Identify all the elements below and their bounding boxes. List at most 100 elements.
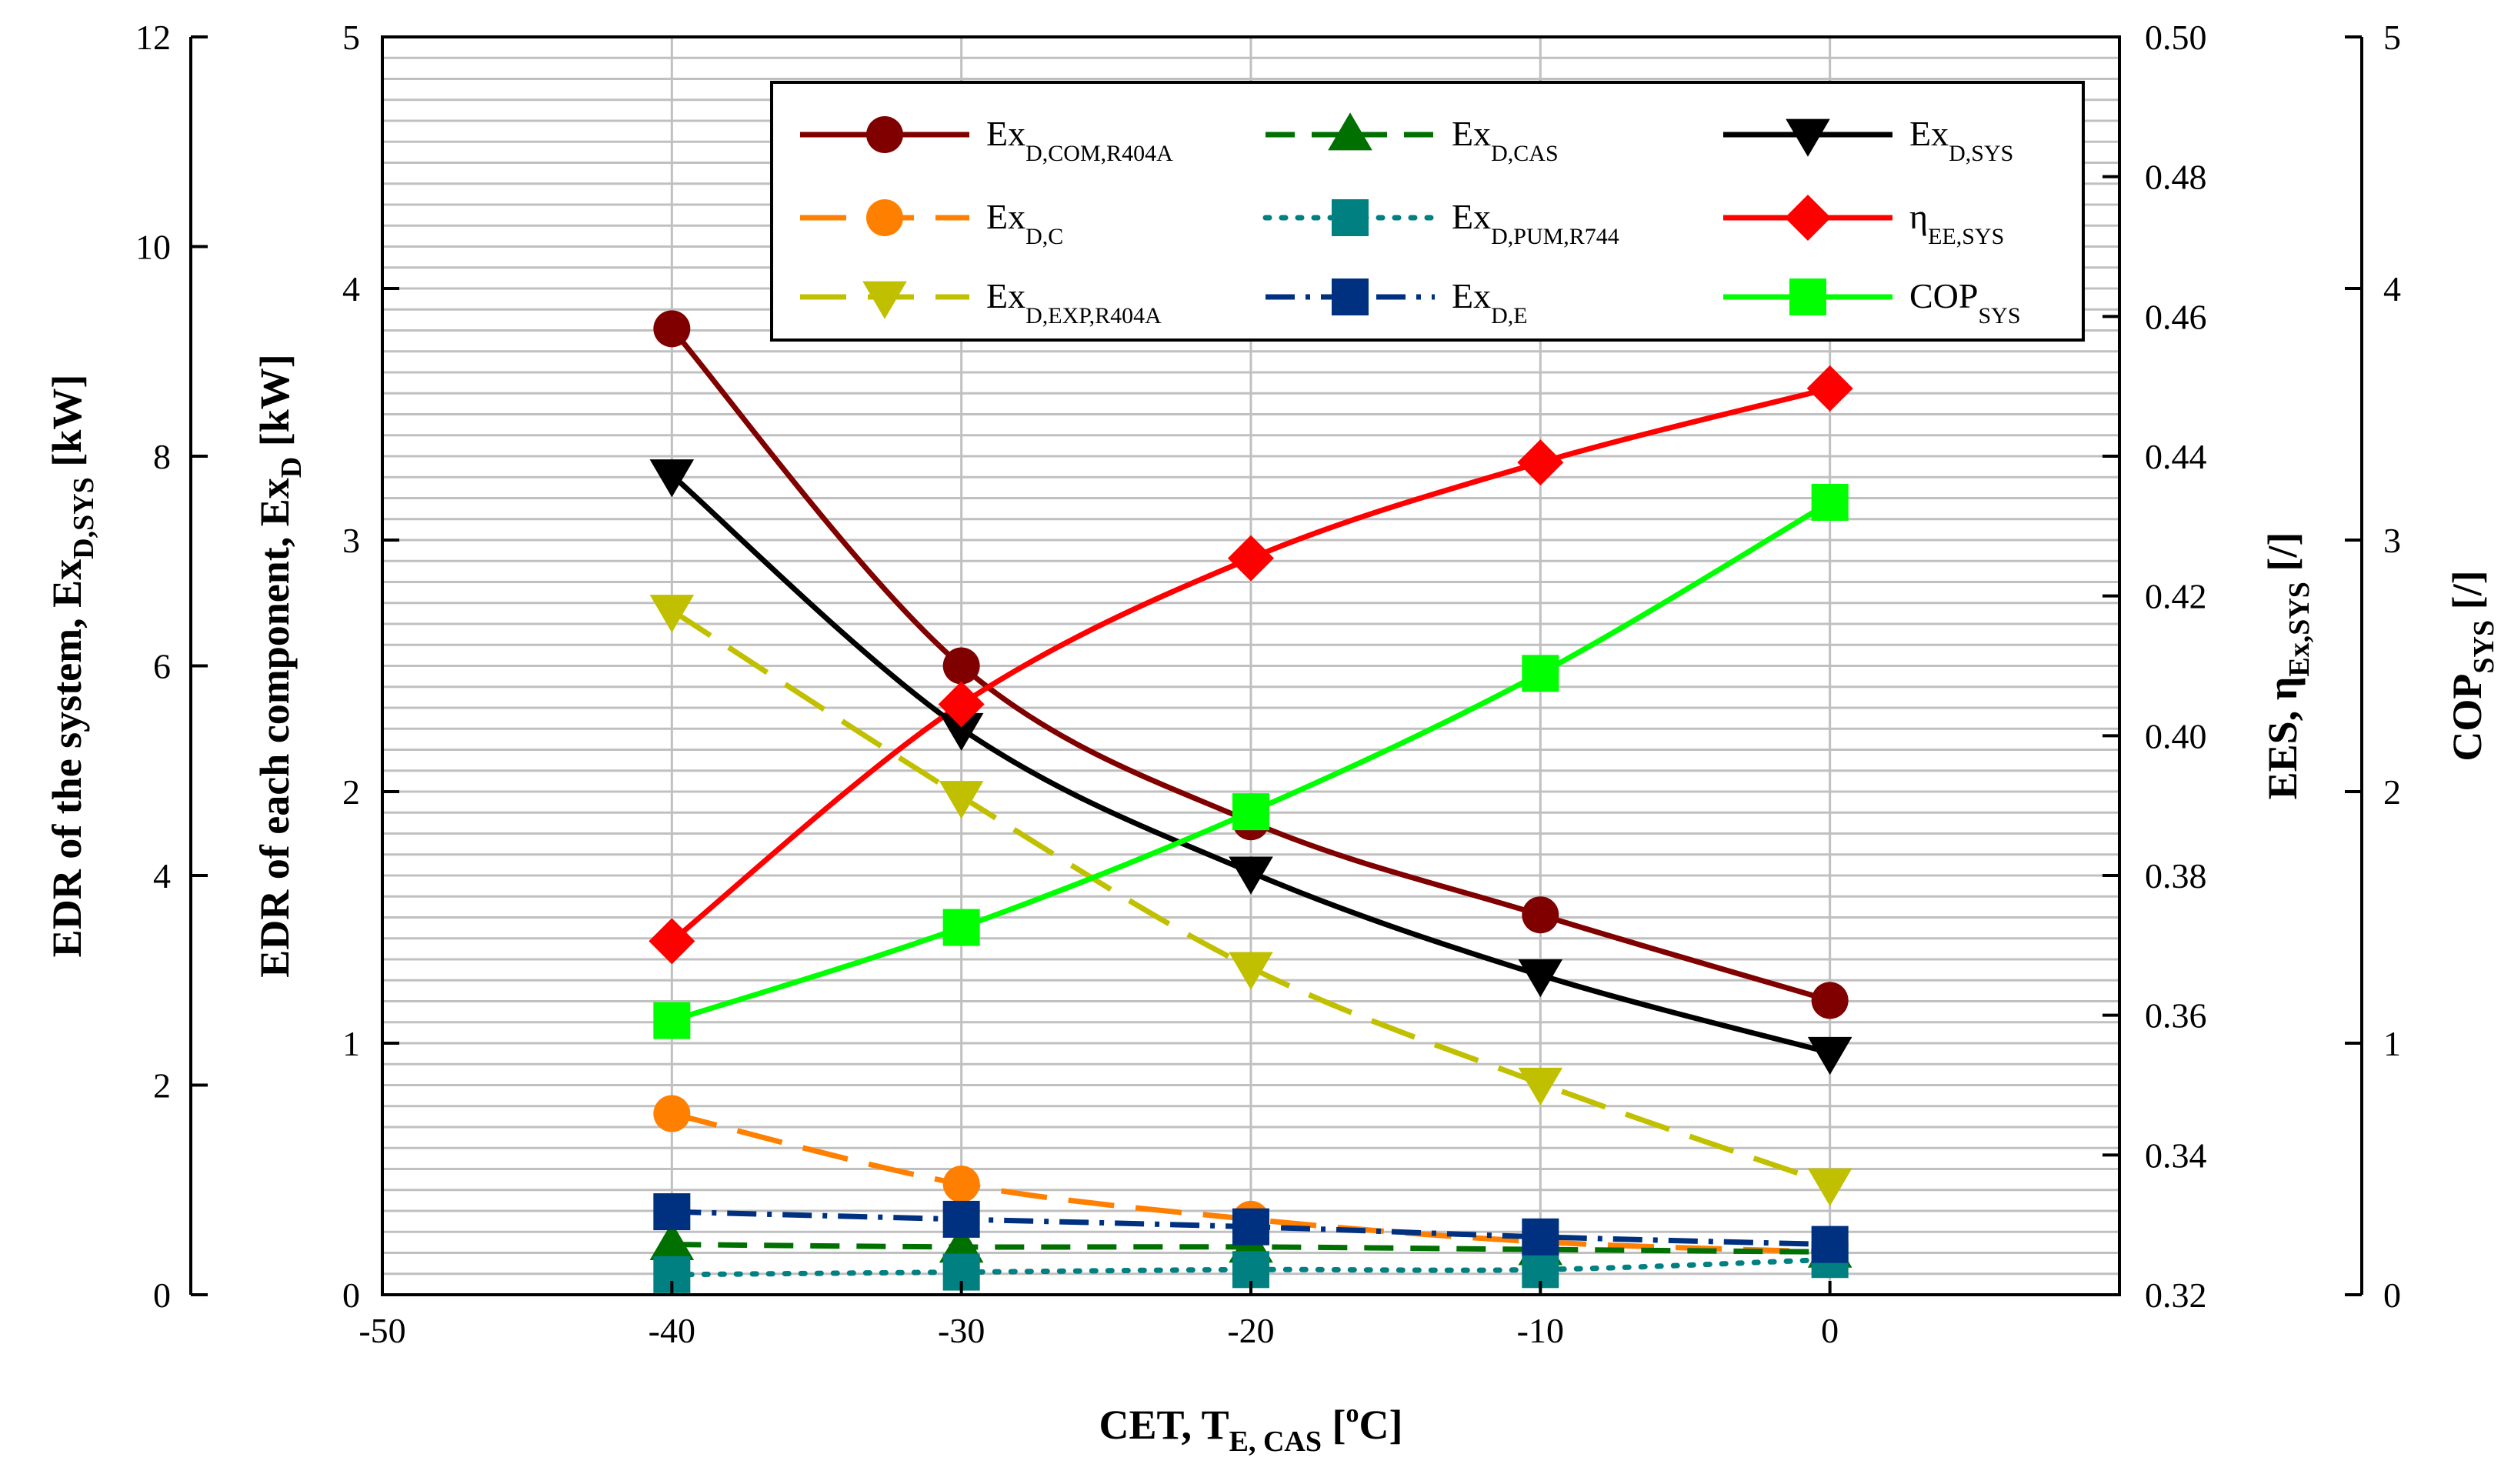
y-axis-title-main-sys: EDR of the system, Ex xyxy=(44,559,90,957)
series-markers xyxy=(649,310,1853,1293)
y-tick-label-sys: 10 xyxy=(135,228,171,267)
x-tick-label: 0 xyxy=(1821,1311,1839,1350)
y-axis-title-tail-sys: [kW] xyxy=(44,375,90,478)
legend-label-pum: ExD,PUM,R744 xyxy=(1452,197,1619,249)
series-line-c xyxy=(671,1111,1830,1255)
data-point-exp xyxy=(1518,1067,1563,1106)
data-point-exp xyxy=(1229,952,1273,990)
data-point-e xyxy=(1811,1226,1849,1263)
x-tick-label: -30 xyxy=(938,1311,985,1350)
legend-marker-c xyxy=(866,199,903,236)
legend-label-main: Ex xyxy=(986,197,1025,236)
legend-label-main: Ex xyxy=(1452,276,1491,315)
data-point-sys xyxy=(1229,856,1273,895)
y-tick-label-ees: 0.40 xyxy=(2145,716,2207,755)
data-point-c xyxy=(653,1095,691,1132)
y-axis-title-main-cop: COP xyxy=(2444,674,2490,762)
y-axis-title-main-ees: EES, η xyxy=(2259,677,2306,800)
legend-marker-sys xyxy=(1786,118,1830,157)
data-point-eta xyxy=(1806,365,1853,412)
data-point-eta xyxy=(938,681,985,728)
data-point-eta xyxy=(1517,439,1564,486)
y-tick-label-comp: 5 xyxy=(342,18,360,57)
series-line-com xyxy=(669,327,1831,1003)
y-tick-label-ees: 0.50 xyxy=(2145,18,2207,57)
y-tick-label-comp: 2 xyxy=(342,772,360,812)
data-point-cas xyxy=(649,1222,695,1260)
legend-label-main: Ex xyxy=(1452,197,1491,236)
data-point-e xyxy=(1232,1208,1269,1246)
x-axis-title-sup: o xyxy=(1346,1399,1359,1428)
legend-label-main: η xyxy=(1909,197,1928,236)
legend-label-sub: D,EXP,R404A xyxy=(1025,303,1162,328)
data-point-cop xyxy=(1232,793,1269,831)
y-tick-label-cop: 5 xyxy=(2383,18,2401,57)
data-point-e xyxy=(942,1200,980,1238)
legend: ExD,COM,R404AExD,CExD,EXP,R404AExD,CASEx… xyxy=(770,81,2085,342)
legend-label-main: Ex xyxy=(1909,114,1949,153)
y-tick-label-comp: 3 xyxy=(342,521,360,560)
legend-label-main: Ex xyxy=(1452,114,1491,153)
y-tick-label-ees: 0.34 xyxy=(2145,1136,2207,1175)
legend-marker-cas xyxy=(1328,112,1372,151)
y-axis-title-sub-sys: D,SYS xyxy=(68,477,100,559)
legend-label-sub: D,PUM,R744 xyxy=(1491,224,1619,249)
data-point-sys xyxy=(1518,959,1563,998)
x-tick-label: -40 xyxy=(649,1311,695,1350)
data-point-exp xyxy=(649,595,695,633)
data-point-eta xyxy=(649,918,695,965)
data-point-com xyxy=(653,310,691,348)
y-tick-label-sys: 2 xyxy=(153,1066,171,1105)
y-tick-label-ees: 0.48 xyxy=(2145,158,2207,197)
y-tick-label-sys: 4 xyxy=(153,856,171,895)
series-lines xyxy=(669,327,1833,1278)
legend-label-sub: D,SYS xyxy=(1949,141,2013,166)
y-tick-label-sys: 8 xyxy=(153,437,171,476)
legend-box xyxy=(770,81,2085,342)
legend-label-main: COP xyxy=(1909,276,1978,315)
data-point-cop xyxy=(653,1002,691,1039)
y-tick-label-ees: 0.42 xyxy=(2145,577,2207,616)
data-point-cop xyxy=(1811,483,1849,521)
y-tick-label-cop: 4 xyxy=(2383,269,2401,308)
x-tick-label: -10 xyxy=(1517,1311,1564,1350)
data-point-cas xyxy=(939,1225,984,1263)
legend-label-cas: ExD,CAS xyxy=(1452,114,1559,166)
y-tick-label-ees: 0.46 xyxy=(2145,297,2207,336)
legend-label-sys: ExD,SYS xyxy=(1909,114,2013,166)
legend-label-sub: EE,SYS xyxy=(1928,224,2004,249)
legend-marker-cop xyxy=(1789,278,1826,315)
y-axis-title-cop: COPSYS [/] xyxy=(2444,570,2500,761)
y-axis-title-comp: EDR of each component, ExD [kW] xyxy=(252,354,308,977)
legend-label-com: ExD,COM,R404A xyxy=(986,114,1173,166)
x-axis-title-main: CET, T xyxy=(1099,1402,1229,1448)
legend-label-cop: COPSYS xyxy=(1909,276,2021,328)
data-point-cop xyxy=(942,909,980,946)
y-tick-label-comp: 0 xyxy=(342,1276,360,1315)
data-point-exp xyxy=(939,781,984,819)
y-tick-label-comp: 1 xyxy=(342,1024,360,1063)
x-tick-label: -20 xyxy=(1227,1311,1274,1350)
legend-label-eta: ηEE,SYS xyxy=(1909,197,2004,249)
legend-label-main: Ex xyxy=(986,114,1025,153)
y-tick-label-cop: 2 xyxy=(2383,772,2401,812)
legend-label-sub: D,E xyxy=(1491,303,1528,328)
data-point-sys xyxy=(1807,1036,1852,1075)
y-axis-title-tail-cop: [/] xyxy=(2444,570,2490,619)
y-axis-title-sub-comp: D xyxy=(275,457,308,478)
legend-label-c: ExD,C xyxy=(986,197,1063,249)
y-tick-label-sys: 0 xyxy=(153,1276,171,1315)
y-tick-label-ees: 0.44 xyxy=(2145,437,2207,476)
data-point-c xyxy=(942,1166,980,1203)
data-point-com xyxy=(1522,896,1559,934)
legend-label-exp: ExD,EXP,R404A xyxy=(986,276,1162,328)
y-axis-title-tail-ees: [/] xyxy=(2259,532,2306,582)
y-axis-title-sub-cop: SYS xyxy=(2468,620,2500,674)
y-tick-label-comp: 4 xyxy=(342,269,360,308)
y-tick-label-ees: 0.36 xyxy=(2145,996,2207,1035)
data-point-com xyxy=(942,647,980,685)
y-tick-label-cop: 0 xyxy=(2383,1276,2401,1315)
x-axis-title-end: C] xyxy=(1359,1402,1402,1448)
legend-marker-eta xyxy=(1785,195,1831,241)
y-axis-title-sys: EDR of the system, ExD,SYS [kW] xyxy=(44,375,100,958)
